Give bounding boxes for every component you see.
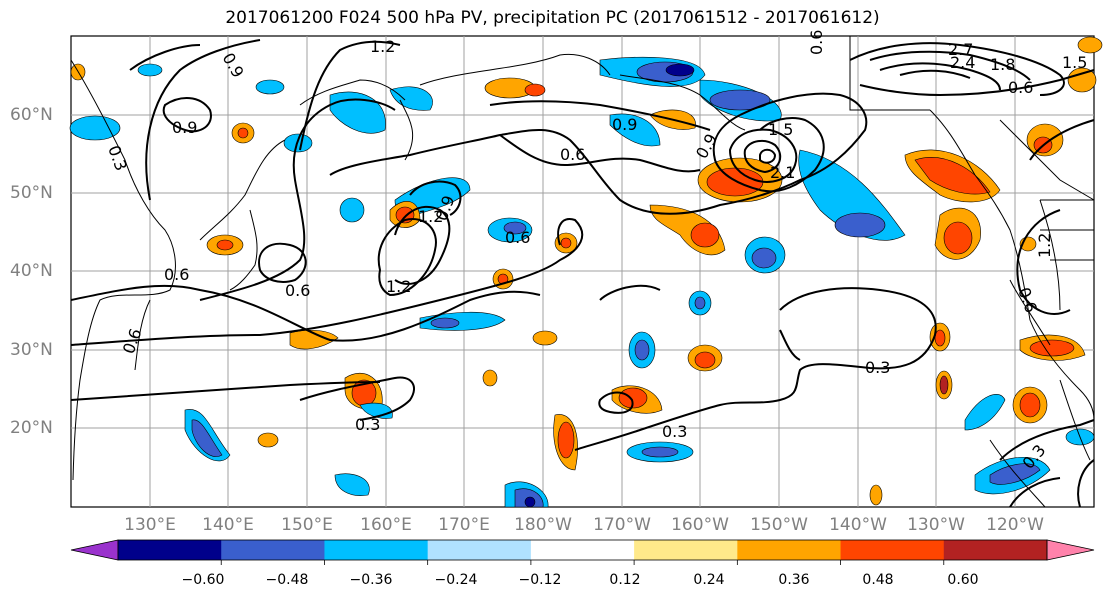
contour-label: 2.1: [770, 163, 795, 182]
colorbar-tick-label: −0.48: [265, 572, 309, 588]
colorbar-segment: [118, 540, 222, 560]
lat-label-60n: 60°N: [10, 105, 53, 125]
colorbar-tick-label: 0.48: [862, 572, 894, 588]
colorbar-tick-label: −0.24: [434, 572, 478, 588]
colorbar-tick-label: 0.36: [778, 572, 810, 588]
lat-label-40n: 40°N: [10, 261, 53, 281]
colorbar-segment: [530, 540, 635, 560]
colorbar-tick-label: 0.24: [693, 572, 725, 588]
contour-label: 0.3: [662, 422, 687, 441]
map-title: 2017061200 F024 500 hPa PV, precipitatio…: [225, 8, 880, 28]
lon-label: 170°W: [593, 515, 651, 535]
colorbar-segment: [943, 540, 1048, 560]
lon-label: 130°W: [907, 515, 965, 535]
colorbar-tick-label: −0.36: [349, 572, 393, 588]
contour-label: 1.2: [1035, 233, 1054, 258]
colorbar-segment: [427, 540, 532, 560]
lat-label-50n: 50°N: [10, 183, 53, 203]
lon-label: 140°W: [829, 515, 887, 535]
contour-label: 0.3: [865, 358, 890, 377]
contour-label: 1.5: [1062, 53, 1087, 72]
lat-label-20n: 20°N: [10, 418, 53, 438]
contour-label: 0.6: [1008, 78, 1033, 97]
lon-label: 170°E: [438, 515, 490, 535]
colorbar-extend-min: [70, 539, 119, 561]
contour-label: 2.7: [948, 40, 973, 59]
colorbar-segment: [324, 540, 429, 560]
lon-label: 150°W: [750, 515, 808, 535]
contour-label: 0.6: [164, 265, 189, 284]
colorbar-segment: [634, 540, 738, 560]
contour-label: 0.9: [172, 118, 197, 137]
contour-label: 0.6: [807, 30, 826, 55]
contour-label: 0.3: [355, 415, 380, 434]
colorbar-tick-label: 0.12: [609, 572, 641, 588]
pv-contours: [70, 39, 1095, 508]
colorbar-tick-label: −0.60: [181, 572, 225, 588]
contour-label: 1.5: [768, 120, 793, 139]
lon-label: 180°W: [514, 515, 572, 535]
contour-label: 1.8: [990, 55, 1015, 74]
contour-label: 0.9: [612, 115, 637, 134]
coastlines: [70, 36, 1095, 508]
contour-label: 0.6: [560, 145, 585, 164]
colorbar-tick-label: 0.60: [947, 572, 979, 588]
lon-label: 150°E: [281, 515, 333, 535]
colorbar-outline: [117, 539, 1048, 561]
colorbar-segment: [221, 540, 325, 560]
contour-label: 0.6: [285, 281, 310, 300]
lon-label: 130°E: [124, 515, 176, 535]
contour-label: 1.2: [386, 277, 411, 296]
contour-label: 1.2: [370, 37, 395, 56]
lon-label: 140°E: [202, 515, 254, 535]
contour-label: 0.6: [505, 228, 530, 247]
lon-label: 160°E: [360, 515, 412, 535]
colorbar-extend-max: [1046, 539, 1095, 561]
colorbar-tick-label: −0.12: [518, 572, 562, 588]
lon-label: 120°W: [986, 515, 1044, 535]
contour-label: 2.4: [950, 53, 975, 72]
colorbar-segment: [737, 540, 842, 560]
colorbar: [70, 539, 1095, 565]
colorbar-segment: [840, 540, 945, 560]
lon-label: 160°W: [671, 515, 729, 535]
contour-label: 1.2: [418, 207, 443, 226]
lat-label-30n: 30°N: [10, 340, 53, 360]
